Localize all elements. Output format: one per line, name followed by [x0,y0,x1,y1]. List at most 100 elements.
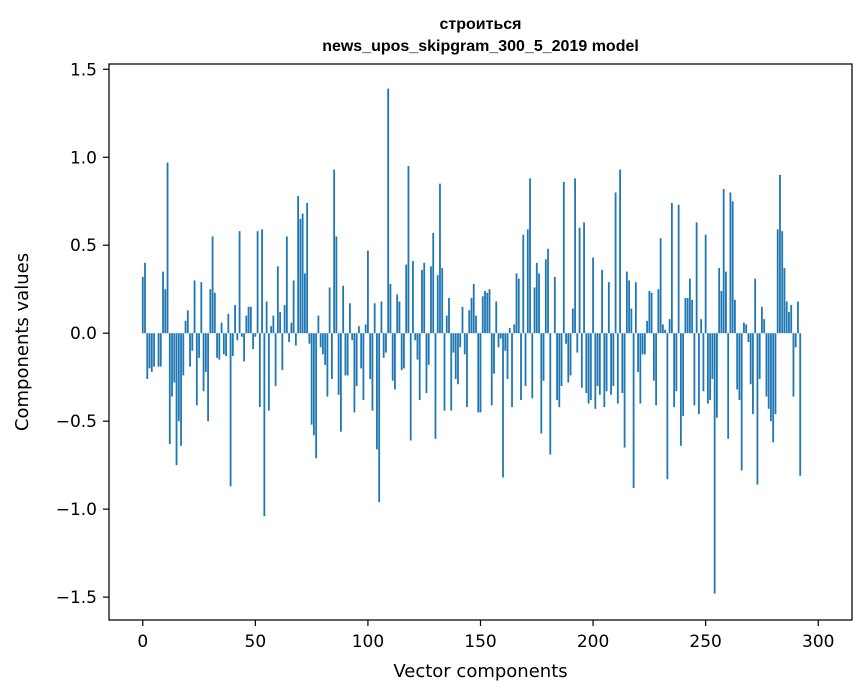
bar-238 [677,204,680,334]
bar-235 [670,203,673,334]
bar-45 [243,333,245,362]
bar-50 [254,333,257,337]
bar-36 [222,333,225,355]
bar-283 [779,174,781,334]
bar-244 [691,299,694,334]
bar-83 [328,287,331,334]
bar-70 [299,218,302,334]
bar-170 [524,333,527,386]
bar-274 [758,333,761,379]
bar-133 [441,268,444,334]
bar-287 [788,312,790,334]
bar-145 [468,310,471,334]
bar-46 [245,315,248,334]
bar-144 [466,333,468,408]
bar-227 [652,333,655,381]
bar-198 [587,333,590,404]
bar-94 [353,333,356,413]
bar-150 [479,333,482,413]
bar-272 [754,278,757,334]
bar-256 [718,268,721,334]
bar-154 [488,289,491,334]
y-axis: −1.5 −1.0 −0.5 0.0 0.5 1.0 1.5 [56,60,109,608]
bar-113 [396,294,399,334]
bar-4 [150,333,153,372]
bar-149 [477,333,480,413]
bar-171 [526,229,529,334]
bar-101 [369,333,372,379]
bar-76 [312,333,315,436]
bar-21 [189,333,191,367]
bar-239 [679,333,682,446]
bar-53 [261,229,263,334]
bar-153 [486,292,489,334]
bar-89 [342,285,345,334]
bar-214 [623,333,626,448]
x-tick-label: 50 [245,632,267,652]
bar-136 [448,298,450,334]
x-tick-label: 100 [352,632,384,652]
bar-237 [675,333,678,392]
bar-91 [346,333,349,376]
bar-247 [698,333,700,415]
bar-112 [394,333,396,390]
x-tick-label: 300 [802,632,834,652]
x-axis: 0 50 100 150 200 250 300 [137,620,834,652]
bar-273 [756,333,759,485]
bar-19 [184,320,187,334]
bar-8 [159,333,162,367]
bar-185 [558,333,561,408]
bar-23 [193,280,196,334]
bar-148 [475,315,477,334]
bar-290 [794,333,797,348]
bar-263 [734,299,736,334]
bar-28 [204,333,207,372]
bar-158 [497,333,500,348]
bar-203 [598,333,601,395]
bar-84 [331,333,333,379]
bar-169 [522,234,525,334]
bar-189 [567,333,570,383]
bar-261 [729,192,732,334]
bar-100 [367,250,369,334]
bar-78 [317,315,320,334]
bar-218 [632,333,635,489]
bar-107 [382,333,385,358]
bar-18 [182,333,185,376]
x-tick-label: 200 [577,632,609,652]
bar-260 [727,333,730,439]
bar-242 [686,298,689,334]
bar-173 [531,333,534,399]
bar-258 [722,188,725,334]
bar-259 [725,271,727,334]
bar-223 [643,333,646,355]
bar-120 [412,261,414,334]
bar-72 [303,273,306,334]
bar-27 [202,333,205,392]
bar-111 [391,333,394,381]
bar-95 [355,333,358,386]
bar-25 [198,333,200,358]
bar-212 [619,169,621,334]
bar-266 [740,333,743,471]
bar-193 [576,333,579,353]
bar-130 [434,333,437,439]
bar-160 [502,333,504,478]
bar-230 [659,238,662,334]
bar-229 [657,289,660,334]
bar-1 [144,262,146,334]
bar-181 [549,333,552,455]
bar-7 [157,333,160,367]
bar-232 [664,329,667,334]
bar-280 [772,333,775,443]
bar-277 [765,333,768,397]
bar-164 [511,333,513,408]
bar-98 [362,333,365,401]
bar-252 [709,333,712,401]
bar-207 [607,282,610,334]
bar-282 [776,229,779,334]
y-tick-label: 0.0 [70,324,97,344]
bar-75 [310,333,313,425]
bar-5 [153,333,155,367]
